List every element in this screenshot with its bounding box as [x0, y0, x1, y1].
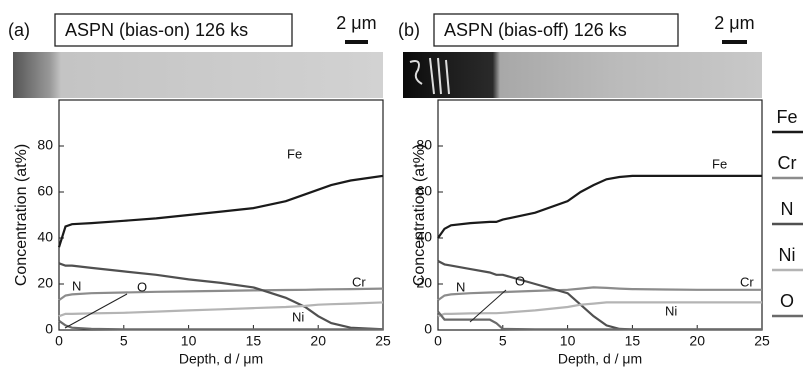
curve-label: N [72, 278, 81, 293]
legend-label: O [780, 291, 794, 311]
y-axis-label: Concentration (at%) [411, 144, 428, 286]
curve-label: Ni [665, 303, 677, 318]
y-tick-label: 60 [37, 183, 53, 199]
panel-label: (a) [8, 20, 30, 40]
data-line [59, 289, 383, 301]
data-line [59, 321, 383, 330]
curve-label: O [515, 273, 525, 288]
x-tick-label: 10 [560, 333, 576, 349]
x-tick-label: 15 [625, 333, 641, 349]
curve-label: Fe [287, 146, 302, 161]
x-tick-label: 20 [689, 333, 705, 349]
x-tick-label: 10 [181, 333, 197, 349]
legend-label: Cr [778, 153, 797, 173]
data-line [438, 287, 762, 300]
y-tick-label: 40 [37, 229, 53, 245]
x-tick-label: 5 [120, 333, 128, 349]
y-tick-label: 20 [37, 275, 53, 291]
legend-label: Ni [779, 245, 796, 265]
leader-line [470, 290, 506, 322]
data-line [59, 176, 383, 247]
curve-label: N [456, 279, 465, 294]
leader-line [65, 294, 127, 328]
scale-bar-label: 2 μm [336, 13, 376, 33]
data-line [438, 302, 762, 316]
legend-label: N [781, 199, 794, 219]
chart-title: ASPN (bias-off) 126 ks [444, 20, 627, 40]
x-tick-label: 0 [434, 333, 442, 349]
curve-label: O [137, 279, 147, 294]
curve-label: Cr [740, 274, 754, 289]
x-tick-label: 20 [310, 333, 326, 349]
curve-label: Cr [352, 274, 366, 289]
x-axis-label: Depth, d / μm [558, 351, 642, 367]
x-tick-label: 15 [246, 333, 262, 349]
data-line [438, 176, 762, 238]
sem-image [403, 52, 762, 98]
plot-frame [59, 100, 383, 330]
x-tick-label: 0 [55, 333, 63, 349]
y-axis-label: Concentration (at%) [13, 144, 30, 286]
scale-bar-label: 2 μm [714, 13, 754, 33]
x-tick-label: 5 [499, 333, 507, 349]
y-tick-label: 80 [37, 137, 53, 153]
figure: 0 20 40 60 80 0 5 10 15 20 25 Depth, d / μm Concentr… [0, 0, 803, 372]
chart-title: ASPN (bias-on) 126 ks [65, 20, 248, 40]
legend-label: Fe [776, 107, 797, 127]
curve-label: Ni [292, 309, 304, 324]
x-tick-label: 25 [375, 333, 391, 349]
x-axis-label: Depth, d / μm [179, 351, 263, 367]
plot-frame [438, 100, 762, 330]
data-line [59, 263, 383, 329]
panel-label: (b) [398, 20, 420, 40]
curve-label: Fe [712, 156, 727, 171]
x-tick-label: 25 [754, 333, 770, 349]
y-tick-label: 0 [45, 321, 53, 337]
sem-image [13, 52, 383, 98]
y-tick-label: 0 [424, 321, 432, 337]
